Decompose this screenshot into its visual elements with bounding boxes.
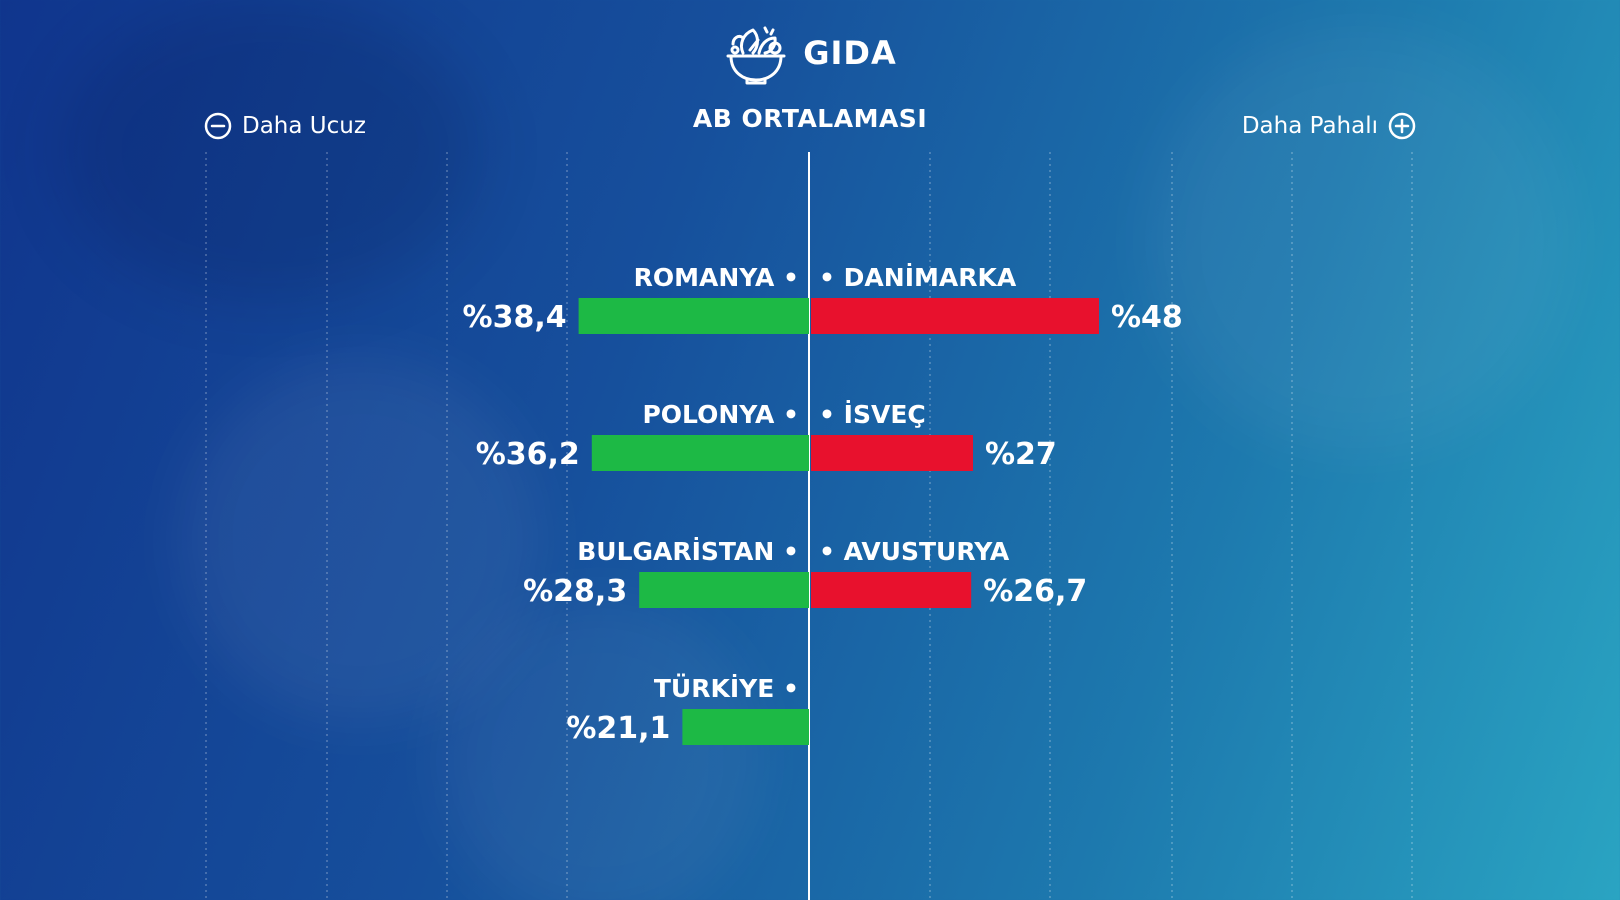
- data-label: %27: [985, 437, 1057, 472]
- bar: [811, 435, 973, 471]
- data-label: %38,4: [463, 300, 567, 335]
- salad-bowl-icon: [723, 20, 789, 86]
- data-label: %36,2: [476, 437, 580, 472]
- data-label: %26,7: [983, 574, 1087, 609]
- category-label: TÜRKİYE •: [654, 673, 799, 703]
- legend-pricier: Daha Pahalı: [1242, 112, 1416, 140]
- legend-cheaper-label: Daha Ucuz: [242, 113, 366, 139]
- bar: [578, 298, 809, 334]
- data-label: %48: [1111, 300, 1183, 335]
- category-label: • DANİMARKA: [819, 262, 1017, 292]
- legend-cheaper: Daha Ucuz: [204, 112, 366, 140]
- legend-pricier-label: Daha Pahalı: [1241, 113, 1378, 139]
- plus-circle-icon: [1388, 112, 1416, 140]
- category-label: BULGARİSTAN •: [577, 536, 799, 566]
- minus-circle-icon: [204, 112, 232, 140]
- category-label: ROMANYA •: [634, 263, 799, 292]
- chart-header: GIDA: [0, 20, 1620, 86]
- bar: [811, 572, 972, 608]
- category-label: POLONYA •: [642, 400, 799, 429]
- bar: [811, 298, 1099, 334]
- data-label: %21,1: [566, 711, 670, 746]
- bar: [639, 572, 809, 608]
- bar: [591, 435, 809, 471]
- bar: [682, 709, 809, 745]
- baseline-label: AB ORTALAMASI: [692, 104, 928, 133]
- data-label: %28,3: [523, 574, 627, 609]
- chart-title: GIDA: [803, 34, 897, 72]
- category-label: • İSVEÇ: [819, 399, 926, 429]
- category-label: • AVUSTURYA: [819, 537, 1010, 566]
